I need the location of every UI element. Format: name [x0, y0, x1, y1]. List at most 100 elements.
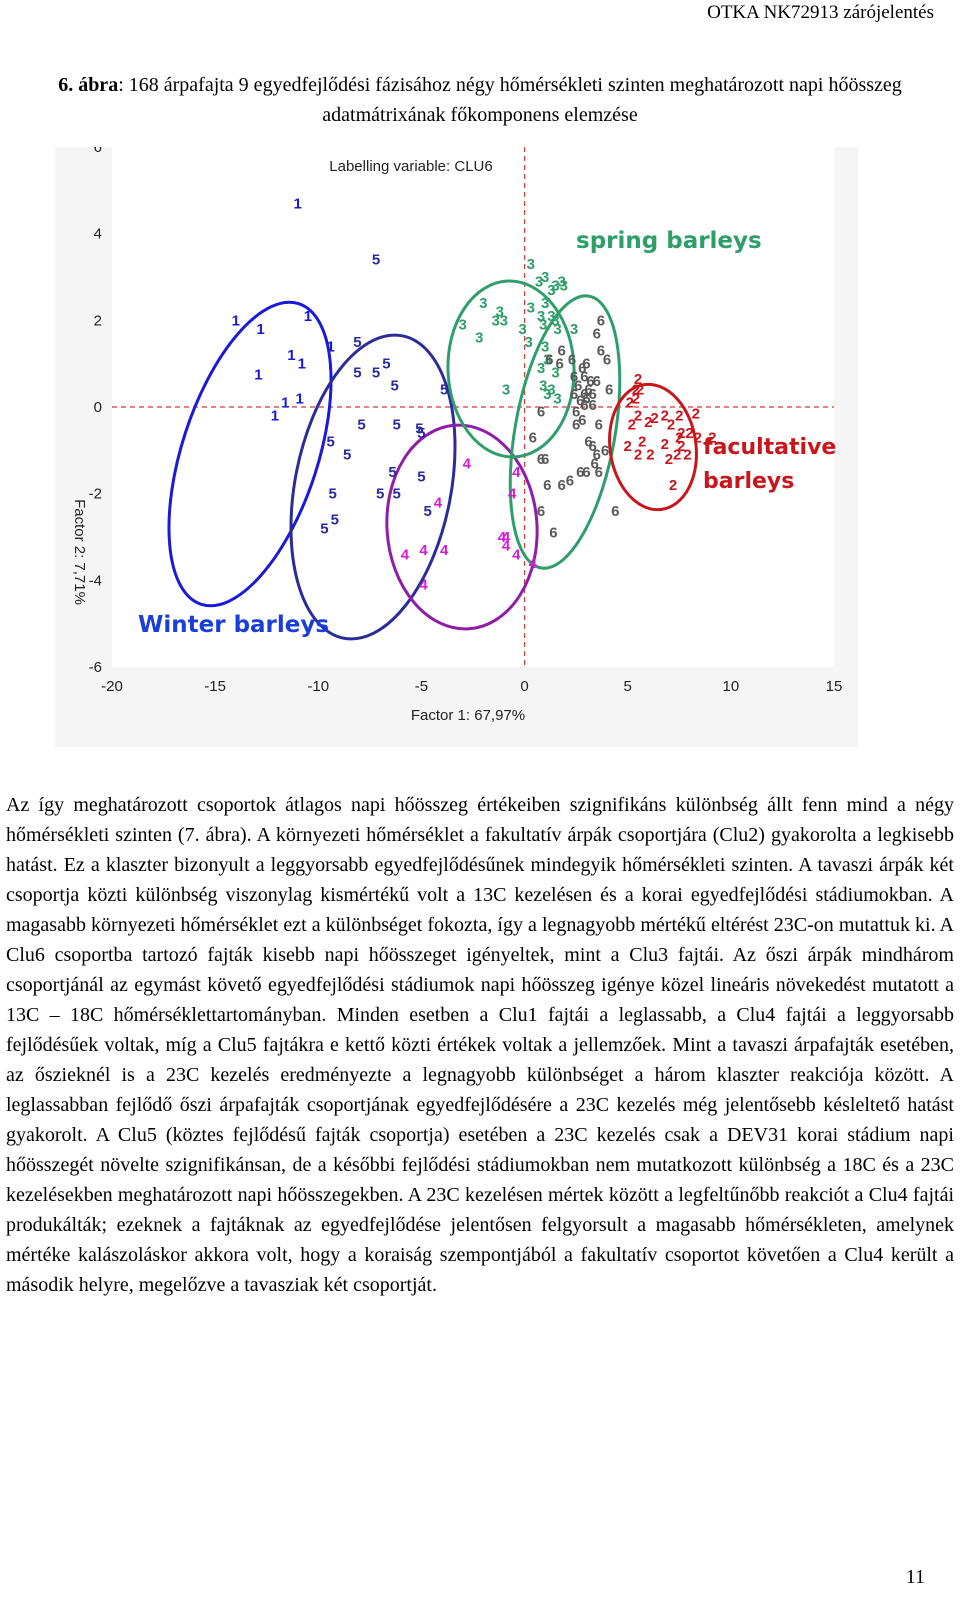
data-point-cluster3: 3 [541, 338, 549, 355]
data-point-cluster6: 6 [593, 447, 601, 464]
data-point-cluster5: 5 [393, 486, 401, 503]
data-point-cluster3: 3 [535, 273, 543, 290]
data-point-cluster3: 3 [541, 295, 549, 312]
data-point-cluster6: 6 [595, 416, 603, 433]
data-point-cluster1: 1 [326, 338, 334, 355]
data-point-cluster2: 2 [661, 408, 669, 425]
annotation-facultative-barleys: facultative barleys [703, 435, 836, 494]
data-point-cluster3: 3 [496, 304, 504, 321]
data-point-cluster6: 6 [537, 503, 545, 520]
data-point-cluster2: 2 [632, 382, 640, 399]
data-point-cluster2: 2 [634, 447, 642, 464]
page-number: 11 [905, 1566, 925, 1588]
data-point-cluster5: 5 [417, 425, 425, 442]
data-point-cluster4: 4 [434, 494, 443, 511]
y-tick-label: 4 [94, 226, 102, 243]
data-point-cluster6: 6 [588, 386, 596, 403]
data-point-cluster4: 4 [508, 486, 517, 503]
x-tick-label: 10 [723, 678, 740, 695]
data-point-cluster5: 5 [382, 356, 390, 373]
data-point-cluster2: 2 [694, 429, 702, 446]
data-point-cluster6: 6 [537, 403, 545, 420]
data-point-cluster6: 6 [595, 464, 603, 481]
data-point-cluster6: 6 [537, 451, 545, 468]
cluster3-ellipse [446, 279, 576, 459]
data-point-cluster6: 6 [584, 382, 592, 399]
data-point-cluster6: 6 [576, 464, 584, 481]
data-point-cluster4: 4 [512, 546, 521, 563]
data-point-cluster2: 2 [638, 434, 646, 451]
data-point-cluster2: 2 [644, 414, 652, 431]
data-point-cluster5: 5 [329, 486, 337, 503]
annotation-winter-barleys: Winter barleys [138, 612, 329, 638]
data-point-cluster3: 3 [479, 295, 487, 312]
data-point-cluster6: 6 [593, 373, 601, 390]
cluster6-ellipse [508, 294, 622, 570]
data-point-cluster3: 3 [539, 377, 547, 394]
data-point-cluster6: 6 [593, 325, 601, 342]
data-point-cluster4: 4 [512, 464, 521, 481]
y-tick-label: 6 [94, 147, 102, 156]
data-point-cluster2: 2 [634, 371, 642, 388]
data-point-cluster6: 6 [605, 382, 613, 399]
data-point-cluster3: 3 [547, 282, 555, 299]
annotation-facultative-line1: facultative [703, 435, 836, 460]
data-point-cluster2: 2 [708, 429, 716, 446]
chart-title: Labelling variable: CLU6 [329, 158, 492, 175]
data-point-cluster6: 6 [572, 416, 580, 433]
x-tick-label: -10 [307, 678, 329, 695]
data-point-cluster6: 6 [541, 451, 549, 468]
x-axis-label: Factor 1: 67,97% [411, 707, 525, 724]
data-point-cluster3: 3 [539, 317, 547, 334]
data-point-cluster3: 3 [570, 321, 578, 338]
annotation-facultative-line2: barleys [703, 469, 794, 494]
data-point-cluster2: 2 [677, 425, 685, 442]
data-point-cluster3: 3 [541, 269, 549, 286]
annotation-spring-barleys: spring barleys [576, 228, 762, 254]
data-point-cluster3: 3 [525, 334, 533, 351]
data-point-cluster6: 6 [586, 373, 594, 390]
data-point-cluster6: 6 [572, 403, 580, 420]
figure-label: 6. ábra [58, 74, 119, 96]
data-point-cluster6: 6 [597, 343, 605, 360]
data-point-cluster4: 4 [502, 538, 511, 555]
data-point-cluster3: 3 [527, 256, 535, 273]
data-point-cluster3: 3 [459, 317, 467, 334]
data-point-cluster3: 3 [543, 386, 551, 403]
data-point-cluster6: 6 [568, 351, 576, 368]
data-point-cluster6: 6 [588, 438, 596, 455]
x-tick-label: 15 [826, 678, 843, 695]
data-point-cluster2: 2 [624, 438, 632, 455]
data-point-cluster3: 3 [518, 321, 526, 338]
data-point-cluster3: 3 [551, 364, 559, 381]
data-point-cluster2: 2 [673, 447, 681, 464]
cluster2-ellipse [608, 382, 698, 512]
data-point-cluster6: 6 [582, 390, 590, 407]
x-tick-label: 0 [520, 678, 528, 695]
data-point-cluster2: 2 [683, 447, 691, 464]
data-point-cluster1: 1 [254, 367, 262, 384]
data-point-cluster5: 5 [353, 334, 361, 351]
x-tick-label: -15 [204, 678, 226, 695]
data-point-cluster6: 6 [549, 525, 557, 542]
data-point-cluster1: 1 [271, 408, 279, 425]
data-point-cluster6: 6 [588, 397, 596, 414]
data-point-cluster5: 5 [423, 503, 431, 520]
data-point-cluster2: 2 [634, 408, 642, 425]
body-text: Az így meghatározott csoportok átlagos n… [6, 790, 954, 1300]
data-point-cluster5: 5 [372, 364, 380, 381]
data-point-cluster3: 3 [537, 308, 545, 325]
data-point-cluster2: 2 [636, 382, 644, 399]
data-point-cluster3: 3 [558, 273, 566, 290]
data-point-cluster6: 6 [543, 477, 551, 494]
data-point-cluster5: 5 [343, 447, 351, 464]
y-tick-label: -6 [89, 659, 102, 676]
data-point-cluster5: 5 [376, 486, 384, 503]
data-point-cluster2: 2 [675, 408, 683, 425]
data-point-cluster3: 3 [500, 312, 508, 329]
data-point-cluster6: 6 [603, 351, 611, 368]
data-point-cluster4: 4 [498, 529, 507, 546]
data-point-cluster3: 3 [547, 308, 555, 325]
y-tick-label: -2 [89, 486, 102, 503]
